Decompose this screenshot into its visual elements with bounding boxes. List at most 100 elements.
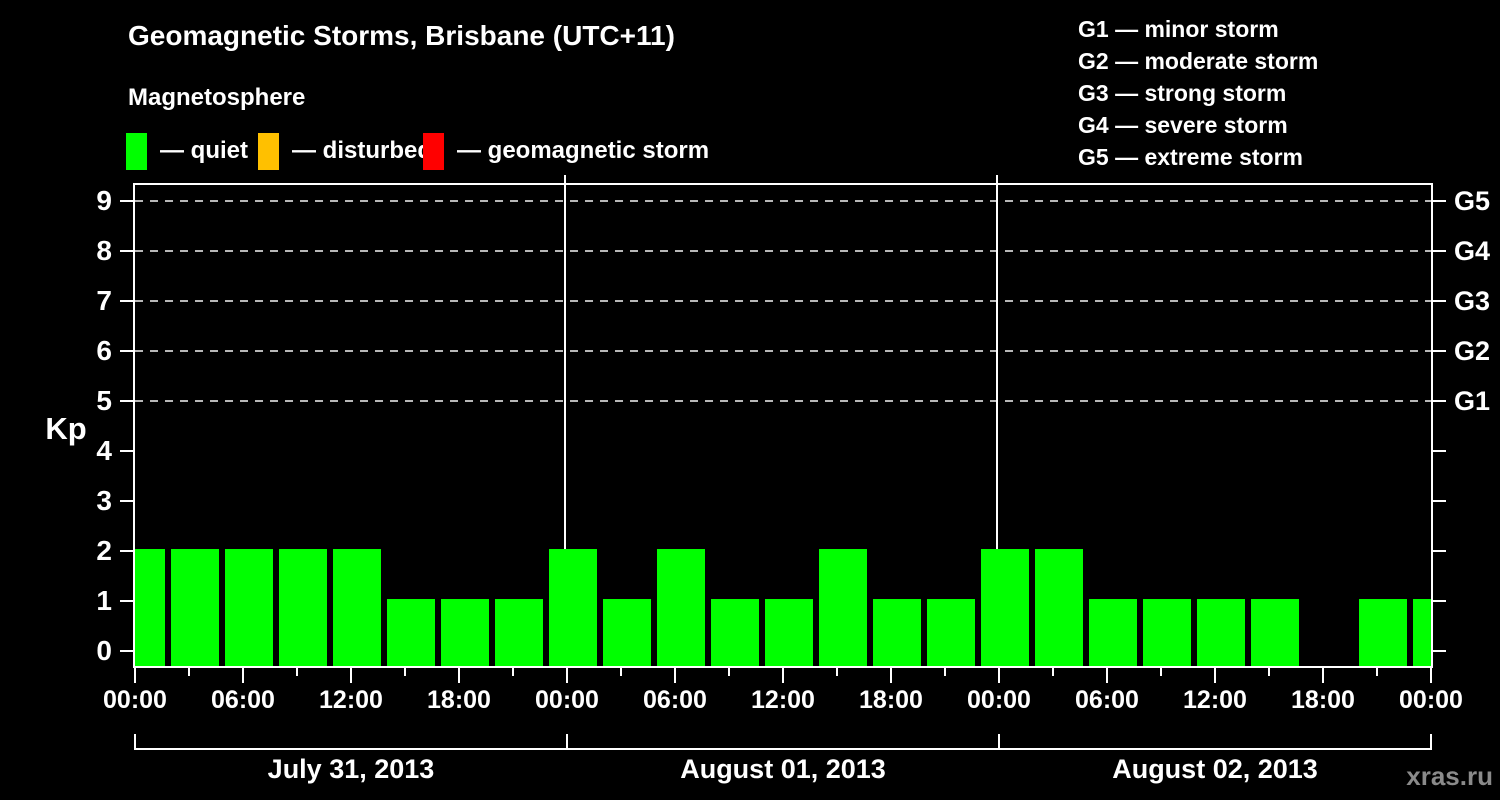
y-tick-right-6 — [1432, 350, 1446, 352]
gridline-kp7 — [135, 300, 1431, 302]
time-label: 00:00 — [103, 686, 167, 714]
kp-bar — [1359, 599, 1407, 666]
day-boundary-line — [996, 175, 998, 553]
time-label: 12:00 — [1183, 686, 1247, 714]
y-tick-label-7: 7 — [96, 285, 112, 316]
kp-bar — [441, 599, 489, 666]
y-axis-label: Kp — [45, 411, 87, 446]
time-label: 06:00 — [211, 686, 275, 714]
storm-scale-line-g3: G3 — strong storm — [1078, 80, 1287, 106]
time-tick-minor — [512, 668, 514, 676]
storm-scale-line-g1: G1 — minor storm — [1078, 16, 1279, 42]
gridline-kp9 — [135, 200, 1431, 202]
time-tick-major — [1322, 668, 1324, 683]
kp-bar — [819, 549, 867, 666]
time-tick-minor — [1052, 668, 1054, 676]
y-tick-right-0 — [1432, 650, 1446, 652]
date-label: August 02, 2013 — [1112, 754, 1318, 784]
date-bracket-tick — [566, 734, 568, 750]
y-tick-label-2: 2 — [96, 535, 112, 566]
time-tick-major — [242, 668, 244, 683]
time-tick-major — [998, 668, 1000, 683]
kp-bar — [495, 599, 543, 666]
time-label: 00:00 — [1399, 686, 1463, 714]
plot-area — [133, 175, 1433, 668]
time-tick-minor — [1160, 668, 1162, 676]
storm-scale-line-g2: G2 — moderate storm — [1078, 48, 1319, 74]
gridline-kp6 — [135, 350, 1431, 352]
time-tick-minor — [728, 668, 730, 676]
kp-bar — [333, 549, 381, 666]
time-tick-major — [458, 668, 460, 683]
kp-bar — [1143, 599, 1191, 666]
time-tick-major — [1430, 668, 1432, 683]
watermark: xras.ru — [1406, 761, 1493, 791]
y-tick-left-2 — [120, 550, 134, 552]
kp-bar — [1251, 599, 1299, 666]
kp-bar — [135, 549, 165, 666]
time-tick-major — [566, 668, 568, 683]
y-tick-left-8 — [120, 250, 134, 252]
day-boundary-line — [564, 175, 566, 553]
time-tick-major — [890, 668, 892, 683]
kp-bar — [279, 549, 327, 666]
right-axis-label-g5: G5 — [1454, 186, 1491, 216]
time-tick-minor — [1268, 668, 1270, 676]
kp-bar — [657, 549, 705, 666]
kp-bar — [225, 549, 273, 666]
legend-label-quiet: — quiet — [160, 137, 248, 164]
y-tick-right-8 — [1432, 250, 1446, 252]
y-tick-left-3 — [120, 500, 134, 502]
y-tick-left-9 — [120, 200, 134, 202]
time-label: 12:00 — [751, 686, 815, 714]
y-tick-right-5 — [1432, 400, 1446, 402]
time-label: 18:00 — [427, 686, 491, 714]
y-tick-label-0: 0 — [96, 635, 112, 666]
bars-layer — [135, 185, 1431, 666]
y-tick-left-7 — [120, 300, 134, 302]
right-axis-label-g3: G3 — [1454, 286, 1491, 316]
y-tick-label-5: 5 — [96, 385, 112, 416]
kp-bar — [603, 599, 651, 666]
y-tick-right-9 — [1432, 200, 1446, 202]
time-tick-major — [134, 668, 136, 683]
kp-bar — [711, 599, 759, 666]
chart-title: Geomagnetic Storms, Brisbane (UTC+11) — [128, 20, 675, 51]
time-label: 18:00 — [1291, 686, 1355, 714]
time-label: 12:00 — [319, 686, 383, 714]
y-tick-left-0 — [120, 650, 134, 652]
time-tick-minor — [836, 668, 838, 676]
date-label: August 01, 2013 — [680, 754, 886, 784]
kp-bar — [1035, 549, 1083, 666]
kp-bar — [981, 549, 1029, 666]
chart-subtitle: Magnetosphere — [128, 84, 306, 111]
y-tick-right-1 — [1432, 600, 1446, 602]
legend-item-geomagnetic-storm: — geomagnetic storm — [423, 132, 709, 170]
y-tick-left-4 — [120, 450, 134, 452]
y-tick-right-7 — [1432, 300, 1446, 302]
date-bracket-tick — [998, 734, 1000, 750]
time-label: 00:00 — [535, 686, 599, 714]
kp-bar — [171, 549, 219, 666]
kp-bar — [1197, 599, 1245, 666]
y-tick-label-4: 4 — [96, 435, 112, 466]
time-label: 18:00 — [859, 686, 923, 714]
right-axis-label-g4: G4 — [1454, 236, 1491, 266]
legend-label-geomagnetic-storm: — geomagnetic storm — [457, 137, 710, 164]
gridline-kp8 — [135, 250, 1431, 252]
time-tick-major — [674, 668, 676, 683]
y-tick-label-8: 8 — [96, 235, 112, 266]
y-tick-left-6 — [120, 350, 134, 352]
legend-swatch-disturbed — [258, 132, 279, 170]
y-tick-label-1: 1 — [96, 585, 112, 616]
time-tick-major — [782, 668, 784, 683]
y-tick-right-2 — [1432, 550, 1446, 552]
date-label: July 31, 2013 — [267, 754, 435, 784]
kp-bar — [1413, 599, 1431, 666]
storm-scale-line-g5: G5 — extreme storm — [1078, 144, 1303, 170]
time-label: 00:00 — [967, 686, 1031, 714]
time-tick-minor — [188, 668, 190, 676]
kp-bar — [387, 599, 435, 666]
storm-scale-line-g4: G4 — severe storm — [1078, 112, 1288, 138]
